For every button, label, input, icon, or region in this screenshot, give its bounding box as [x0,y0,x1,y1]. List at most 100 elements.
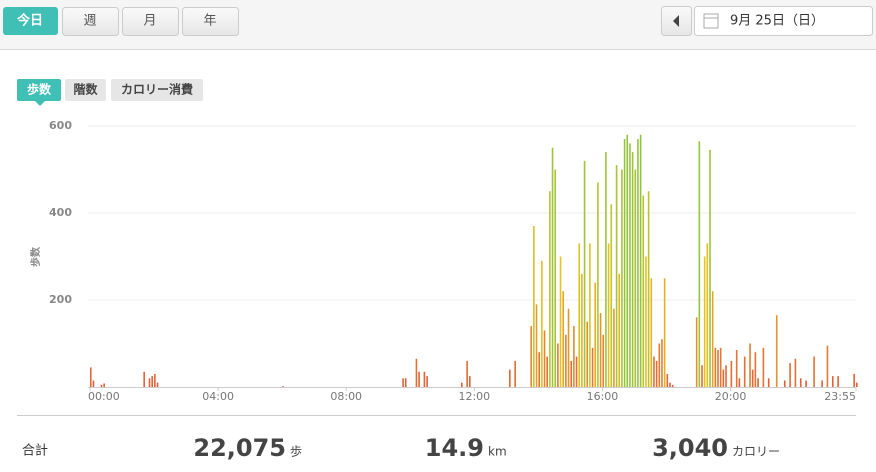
bar [151,376,153,387]
bar [826,345,829,387]
bar [703,256,706,387]
tab-month[interactable] [122,7,179,36]
bar [602,334,605,387]
bar [629,143,631,387]
bar [655,360,658,387]
bar [653,356,655,387]
bar [597,182,599,387]
bar [100,384,103,387]
summary-label: 合計 [22,443,48,459]
steps-unit: 歩 [290,444,302,459]
x-tick-label: 00:00 [88,390,120,403]
metric-tab-label: 歩数 [27,82,52,97]
bar [514,360,516,387]
bar [626,134,629,387]
bar [671,384,674,387]
bar [701,365,703,387]
bar [541,260,543,387]
bar [156,382,159,387]
bar [621,169,623,387]
bar [757,378,759,387]
bar [613,308,615,387]
date-text: 9月 25日（日） [730,14,824,29]
tab-week[interactable] [62,7,119,36]
bar [423,371,426,387]
bar [530,326,532,387]
tab-today[interactable] [3,7,58,35]
y-tick-label: 200 [49,293,72,306]
bar [575,356,578,387]
bar [719,347,722,387]
tab-year[interactable] [182,7,239,36]
bar [618,273,621,387]
bar [821,380,823,387]
bar [751,369,754,387]
bar [749,343,751,387]
bar [583,160,586,387]
distance-unit: km [488,445,507,459]
bar [404,378,407,387]
bar [567,308,570,387]
calories-total: 3,040 [652,434,728,462]
bar [661,339,663,387]
bar [586,321,589,387]
bar [695,317,698,387]
bar [754,352,757,387]
calories-unit: カロリー [732,445,780,459]
bar [594,282,597,387]
plot: 200 400 600 00:00 04:00 08:00 12:00 16:00 20:00 2… [49,119,858,403]
tab-label: 月 [143,14,156,29]
bar [650,278,653,387]
bar [92,380,95,387]
metric-tab-floors[interactable] [65,79,106,101]
bar [714,347,717,387]
bar [426,376,428,387]
bar [730,360,733,387]
bar [570,360,573,387]
bar [554,169,557,387]
bar [783,380,786,387]
x-tick-label: 12:00 [458,390,490,403]
bar [589,243,591,387]
bar [805,380,807,387]
bar [402,378,404,387]
metric-tab-label: カロリー消費 [121,82,193,97]
bar [103,383,105,387]
bar [831,376,834,387]
y-axis-label: 歩数 [29,246,42,267]
bar [90,367,92,387]
bar [634,169,637,387]
bar [698,141,701,387]
x-tick-label: 23:55 [824,390,856,403]
metric-tab-calories[interactable] [111,79,203,101]
bar [565,334,567,387]
tab-label: 今日 [16,13,43,29]
bar [711,291,714,387]
bar [709,149,711,387]
bar [573,326,575,387]
bar [837,376,839,387]
bar [538,352,540,387]
bar [645,256,647,387]
bar [610,204,613,387]
bar [546,356,548,387]
bar [775,315,778,387]
bar [599,313,602,387]
bar [647,191,650,387]
bar [605,152,607,387]
bar [639,134,642,387]
metric-tab-steps[interactable] [17,79,61,101]
bar [794,358,797,387]
tab-label: 年 [203,14,216,29]
bar [642,195,645,387]
bar [607,243,610,387]
y-tick-label: 400 [49,206,72,219]
y-tick-label: 600 [49,119,72,132]
date-picker[interactable] [694,6,873,36]
bar [557,343,559,387]
bar [637,139,639,387]
bar [722,369,725,387]
bar [631,152,634,387]
bar [725,365,727,387]
bar [581,273,583,387]
